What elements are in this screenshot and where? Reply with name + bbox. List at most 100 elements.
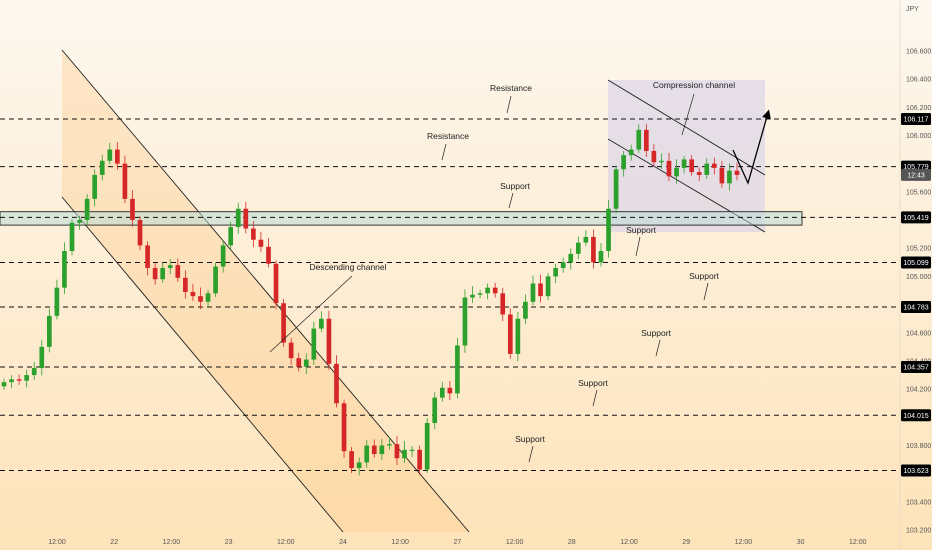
level-price-tag (901, 211, 931, 224)
candle-body (137, 220, 143, 246)
currency-label: JPY (906, 6, 919, 13)
candle-body (258, 239, 264, 247)
candle-body (696, 172, 702, 175)
time-tick-label: 12:00 (506, 539, 524, 546)
candle-body (659, 160, 664, 163)
annotation-leader-6 (592, 389, 598, 407)
level-price-tag (901, 409, 931, 422)
candle-body (621, 155, 626, 170)
candle-body (326, 318, 332, 364)
candle-body (545, 276, 551, 297)
candle-body (152, 267, 158, 280)
candle-body (334, 363, 339, 404)
candle-body (432, 397, 438, 424)
candle-body (455, 345, 460, 394)
price-tick-label: 105.600 (906, 189, 931, 196)
candle-body (46, 315, 52, 347)
price-tick-label: 103.200 (906, 528, 931, 535)
candle-body (387, 444, 392, 446)
candle-body (235, 208, 241, 228)
candle-body (213, 266, 218, 294)
price-tick-label: 105.000 (906, 274, 931, 281)
candle-body (500, 293, 506, 315)
annotation-leader-0 (506, 95, 512, 114)
candle-body (39, 346, 45, 369)
annotation-label-7: Support (515, 434, 545, 444)
candle-body (341, 403, 347, 452)
candle-body (643, 129, 649, 151)
level-price-tag-label: 105.099 (903, 260, 928, 267)
candle-body (704, 163, 710, 175)
candle-body (122, 163, 128, 199)
candle-body (251, 228, 256, 240)
candle-body (439, 387, 445, 398)
time-tick-label: 12:00 (620, 539, 638, 546)
level-price-tag (901, 361, 931, 374)
candle-body (84, 198, 90, 221)
candle-body (674, 167, 679, 177)
level-price-tag-label: 104.783 (903, 304, 928, 311)
candle-body (689, 159, 695, 173)
price-tick-label: 104.200 (906, 387, 931, 394)
price-tick-label: 106.200 (906, 105, 931, 112)
time-tick-label: 12:00 (163, 539, 181, 546)
candle-body (681, 159, 687, 168)
candle-body (379, 445, 385, 455)
candle-body (183, 277, 188, 292)
candle-body (69, 222, 75, 252)
candle-body (523, 301, 528, 319)
candle-body (296, 358, 302, 367)
level-price-tag (901, 464, 931, 477)
candle-body (303, 359, 309, 367)
candle-body (311, 328, 317, 360)
annotation-label-6: Support (578, 378, 608, 388)
candle-body (575, 242, 581, 254)
level-price-tag (901, 112, 931, 125)
candle-body (319, 318, 324, 329)
candle-body (485, 287, 490, 294)
candle-body (538, 283, 543, 297)
price-tick-label: 106.000 (906, 133, 931, 140)
candle-body (24, 375, 30, 381)
candle-body (160, 267, 166, 280)
candle-body (628, 149, 634, 156)
candle-body (220, 245, 226, 267)
candle-body (470, 294, 475, 298)
annotation-leader-5 (655, 339, 661, 357)
time-tick-label: 28 (568, 539, 576, 546)
time-tick-label: 12:00 (391, 539, 409, 546)
time-tick-label: 30 (797, 539, 805, 546)
level-price-tag-label: 105.779 (903, 164, 928, 171)
candle-body (349, 451, 354, 469)
candle-body (553, 267, 558, 277)
projection-arrow (732, 109, 771, 185)
time-tick-label: 27 (454, 539, 462, 546)
annotation-leader-descending (269, 275, 353, 353)
candle-body (613, 169, 619, 209)
candle-body (99, 160, 105, 175)
annotation-label-1: Resistance (427, 131, 469, 141)
descending-channel-lower-line (61, 196, 344, 533)
candle-body (636, 129, 642, 150)
candle-body (16, 379, 22, 381)
candle-body (107, 149, 113, 161)
candle-body (205, 293, 211, 302)
candle-body (462, 297, 468, 346)
candle-body (1, 382, 7, 387)
compression-channel-upper-line (607, 79, 766, 176)
candle-body (92, 174, 98, 199)
candle-body (243, 208, 249, 229)
time-tick-label: 12:00 (277, 539, 295, 546)
level-price-tag-label: 106.117 (904, 116, 929, 123)
price-tick-label: 106.400 (906, 77, 931, 84)
candle-body (9, 379, 14, 383)
price-tick-label: 104.600 (906, 330, 931, 337)
candle-body (591, 236, 596, 263)
candle-body (402, 449, 407, 459)
candle-body (62, 251, 67, 288)
price-tick-label: 105.200 (906, 246, 931, 253)
level-price-tag (901, 300, 931, 313)
price-tick-label: 103.800 (906, 443, 931, 450)
